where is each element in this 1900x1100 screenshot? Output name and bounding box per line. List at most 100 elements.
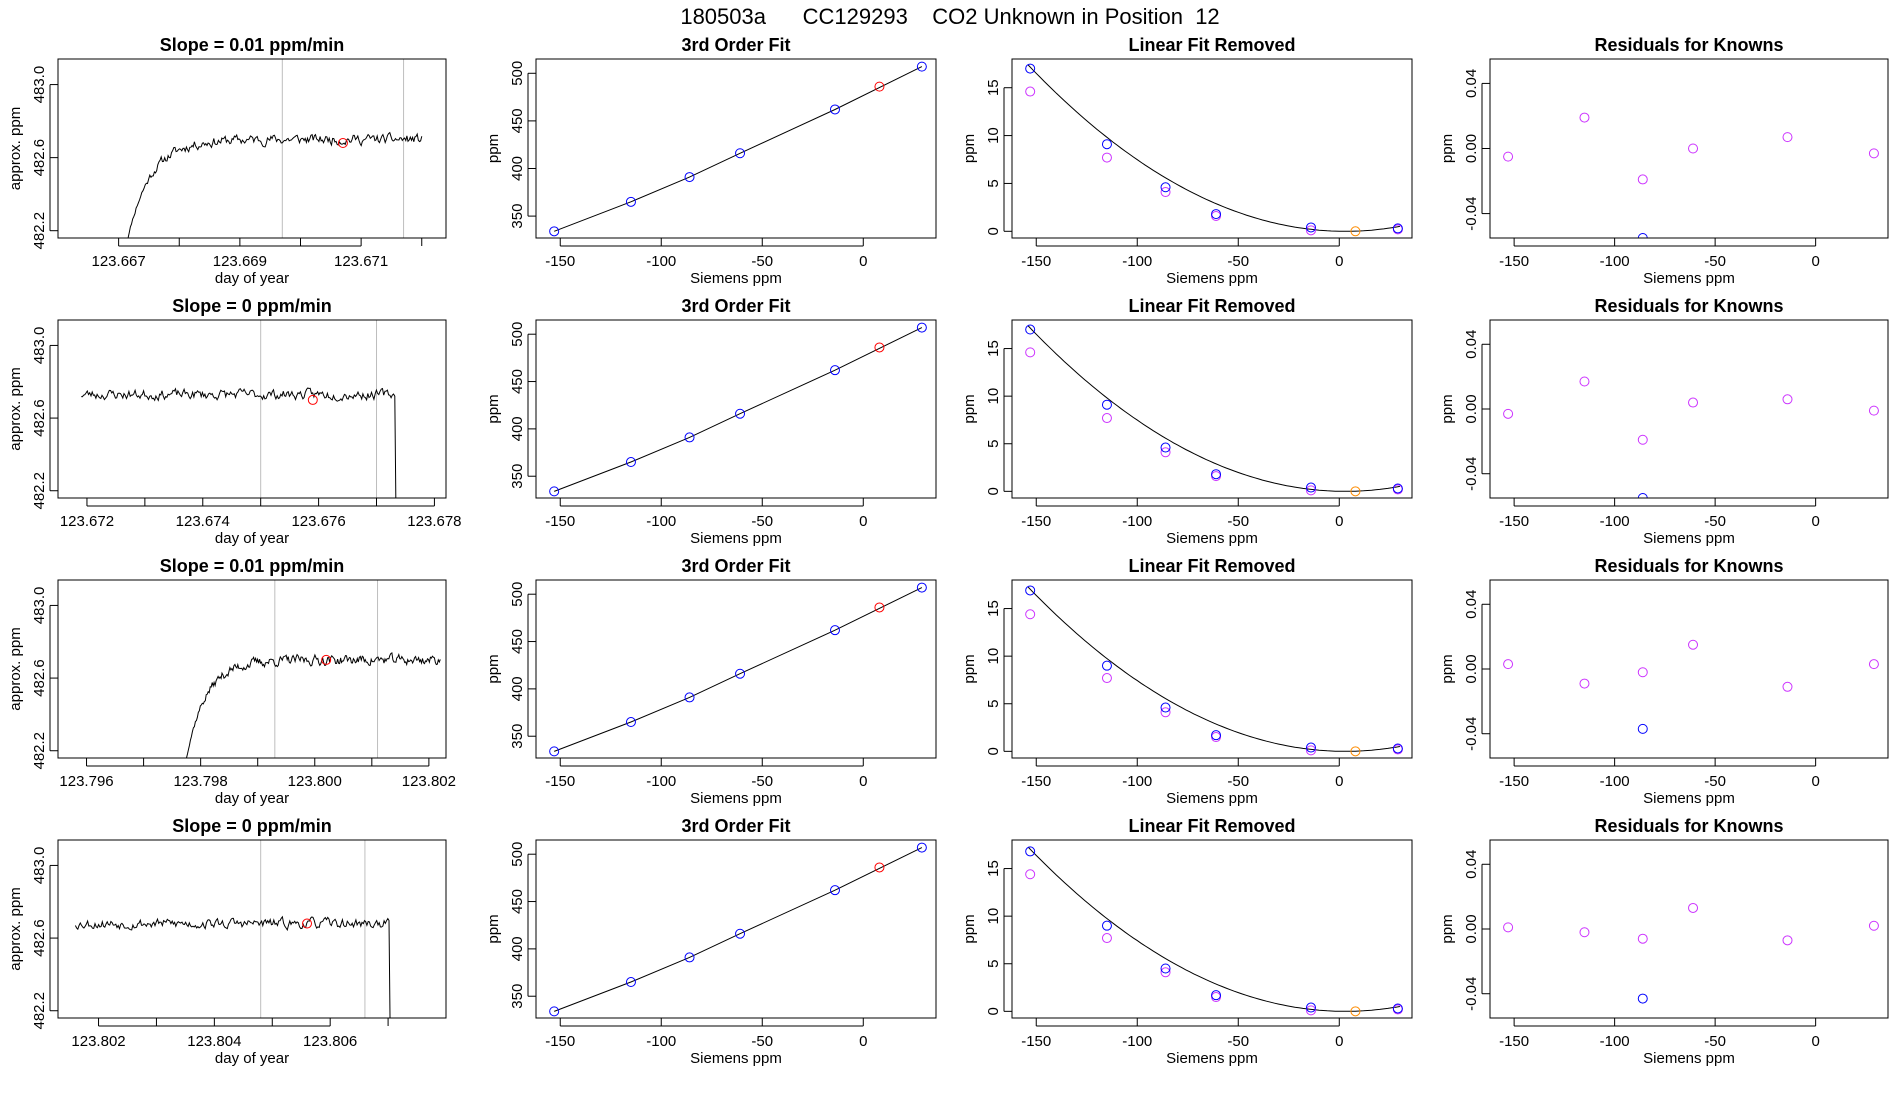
raw-point <box>1101 413 1112 424</box>
y-tick-label: 450 <box>509 889 526 914</box>
y-tick-label: 0.00 <box>1463 394 1480 423</box>
residual-point <box>1782 132 1793 143</box>
known-point <box>684 952 695 963</box>
y-tick-label: 0.04 <box>1463 850 1480 879</box>
x-tick-label: 0 <box>1335 513 1343 530</box>
x-axis-label: Siemens ppm <box>690 1050 782 1067</box>
x-tick-label: -100 <box>646 1033 676 1050</box>
x-axis-label: Siemens ppm <box>1166 790 1258 807</box>
x-tick-label: -100 <box>1122 513 1152 530</box>
y-tick-label: 350 <box>509 204 526 229</box>
x-tick-label: -100 <box>1600 513 1630 530</box>
panel-title: 3rd Order Fit <box>681 35 790 55</box>
x-tick-label: -50 <box>751 1033 773 1050</box>
x-tick-label: 0 <box>1811 1033 1819 1050</box>
fit-line <box>554 587 923 752</box>
x-axis-label: Siemens ppm <box>1643 270 1735 287</box>
panel-title: 3rd Order Fit <box>681 296 790 316</box>
residual-point <box>1688 902 1699 913</box>
x-axis-label: day of year <box>215 270 289 287</box>
y-tick-label: 15 <box>985 600 1002 617</box>
y-tick-label: 0.04 <box>1463 330 1480 359</box>
y-tick-label: 483.0 <box>31 66 48 104</box>
raw-point <box>1101 673 1112 684</box>
y-tick-label: 500 <box>509 842 526 867</box>
known-point <box>1392 483 1403 494</box>
raw-point <box>1160 187 1171 198</box>
plot-frame <box>57 319 447 499</box>
x-tick-label: 123.672 <box>60 513 114 530</box>
x-tick-label: 123.802 <box>71 1033 125 1050</box>
x-tick-label: -100 <box>1600 253 1630 270</box>
x-tick-label: -50 <box>1704 513 1726 530</box>
known-point <box>549 1006 560 1017</box>
known-point <box>684 692 695 703</box>
x-tick-label: 123.671 <box>334 253 388 270</box>
plot-frame <box>1489 319 1889 499</box>
y-tick-label: 0.00 <box>1463 654 1480 683</box>
unknown-point <box>1350 486 1361 497</box>
x-tick-label: 0 <box>859 773 867 790</box>
y-tick-label: -0.04 <box>1463 717 1480 751</box>
plot-frame <box>57 839 447 1019</box>
y-tick-label: 350 <box>509 984 526 1009</box>
known-point <box>1101 920 1112 931</box>
x-tick-label: -50 <box>1227 773 1249 790</box>
fit-curve <box>1027 846 1400 1012</box>
x-tick-label: 123.798 <box>174 773 228 790</box>
known-point <box>625 196 636 207</box>
raw-point <box>1101 933 1112 944</box>
fit-line <box>554 66 923 232</box>
x-tick-label: -50 <box>1704 1033 1726 1050</box>
x-tick-label: 123.804 <box>187 1033 241 1050</box>
raw-point <box>1025 869 1036 880</box>
x-tick-label: -150 <box>1499 253 1529 270</box>
residual-point <box>1503 151 1514 162</box>
raw-point <box>1211 210 1222 221</box>
known-point <box>1305 1002 1316 1013</box>
x-tick-label: -150 <box>545 1033 575 1050</box>
residual-point <box>1503 408 1514 419</box>
known-point <box>1211 209 1222 220</box>
y-tick-label: 482.2 <box>31 732 48 770</box>
y-tick-label: 482.6 <box>31 919 48 957</box>
x-axis-label: Siemens ppm <box>1166 270 1258 287</box>
known-point <box>549 746 560 757</box>
x-tick-label: 0 <box>859 513 867 530</box>
known-point <box>1392 223 1403 234</box>
known-residual-point <box>1637 233 1648 238</box>
known-point <box>1160 182 1171 193</box>
residual-point <box>1637 667 1648 678</box>
plot-frame <box>535 319 937 499</box>
residual-point <box>1503 922 1514 933</box>
residual-point <box>1782 935 1793 946</box>
panel-title: Slope = 0 ppm/min <box>172 816 332 836</box>
known-point <box>1305 222 1316 233</box>
y-tick-label: 500 <box>509 322 526 347</box>
y-tick-label: 450 <box>509 108 526 133</box>
y-tick-label: 400 <box>509 936 526 961</box>
x-tick-label: 123.674 <box>176 513 230 530</box>
known-point <box>1025 63 1036 74</box>
fit-line <box>554 847 923 1012</box>
y-axis-label: approx. ppm <box>7 887 24 970</box>
x-tick-label: 0 <box>1335 1033 1343 1050</box>
raw-point <box>1160 447 1171 458</box>
y-axis-label: ppm <box>485 914 502 943</box>
raw-point <box>1160 707 1171 718</box>
y-tick-label: 5 <box>985 700 1002 708</box>
known-point <box>684 432 695 443</box>
x-tick-label: 0 <box>859 1033 867 1050</box>
x-tick-label: 123.806 <box>303 1033 357 1050</box>
known-point <box>1160 963 1171 974</box>
known-point <box>829 365 840 376</box>
known-residual-point <box>1637 993 1648 1004</box>
y-axis-label: ppm <box>485 134 502 163</box>
raw-point <box>1025 86 1036 97</box>
known-point <box>1160 702 1171 713</box>
raw-point <box>1305 485 1316 496</box>
y-tick-label: 10 <box>985 648 1002 665</box>
x-tick-label: -50 <box>1227 253 1249 270</box>
y-tick-label: 500 <box>509 582 526 607</box>
x-tick-label: -50 <box>751 513 773 530</box>
